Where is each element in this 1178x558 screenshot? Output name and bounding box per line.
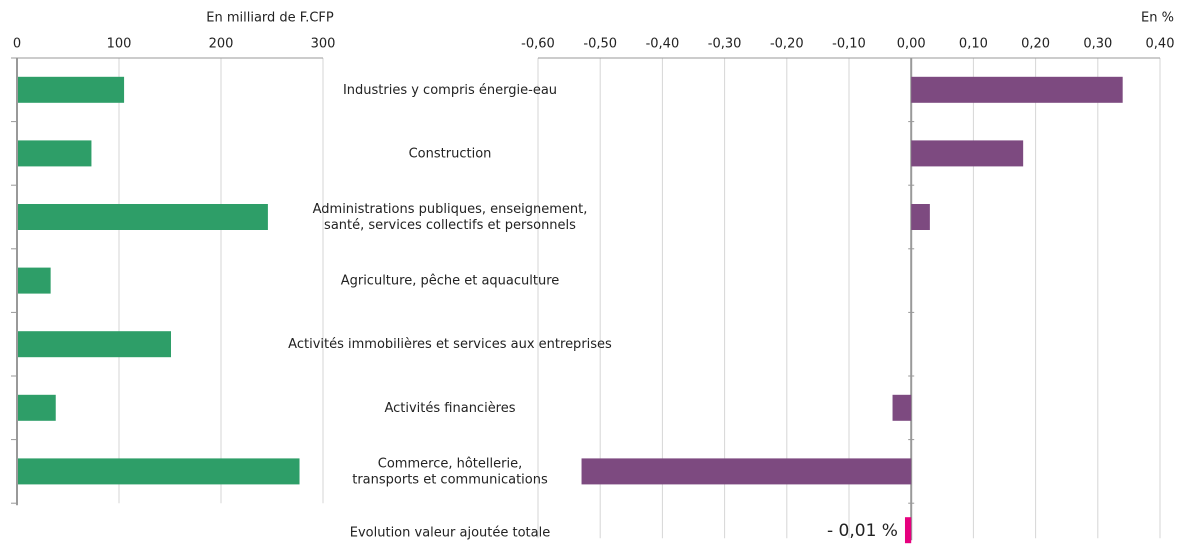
- x-tick-label: -0,20: [770, 37, 804, 52]
- category-label: Construction: [409, 146, 492, 161]
- category-line: Commerce, hôtellerie,: [378, 456, 522, 471]
- x-tick-label: 300: [311, 37, 336, 52]
- bar: [18, 458, 300, 485]
- category-label: Agriculture, pêche et aquaculture: [341, 273, 560, 288]
- bar: [581, 458, 912, 485]
- category-label: Activités financières: [384, 400, 515, 415]
- category-line: santé, services collectifs et personnels: [324, 218, 576, 233]
- bar: [18, 331, 171, 358]
- bar: [18, 140, 92, 167]
- x-tick-label: 100: [107, 37, 132, 52]
- x-tick-label: 0,40: [1146, 37, 1175, 52]
- x-tick-label: 200: [209, 37, 234, 52]
- bar: [892, 394, 912, 421]
- bar: [18, 267, 51, 294]
- category-label: Activités immobilières et services aux e…: [288, 337, 612, 352]
- category-line: transports et communications: [352, 472, 548, 487]
- x-tick-label: -0,40: [646, 37, 680, 52]
- axis-label: En %: [1141, 11, 1174, 26]
- category-line: Administrations publiques, enseignement,: [313, 202, 588, 217]
- axis-label: En milliard de F.CFP: [206, 11, 334, 26]
- category-line: Activités financières: [384, 400, 515, 415]
- x-tick-label: 0,00: [897, 37, 926, 52]
- x-tick-label: 0,10: [959, 37, 988, 52]
- bar: [911, 140, 1024, 167]
- x-tick-label: 0,20: [1021, 37, 1050, 52]
- bar: [911, 204, 930, 230]
- x-tick-label: 0,30: [1083, 37, 1112, 52]
- bar: [911, 76, 1123, 103]
- total-label: Evolution valeur ajoutée totale: [350, 526, 550, 541]
- bar: [18, 204, 268, 230]
- category-label: Industries y compris énergie-eau: [343, 82, 557, 97]
- category-label: Commerce, hôtellerie, transports et commu…: [352, 456, 548, 487]
- total-bar: [904, 517, 912, 544]
- x-tick-label: -0,10: [832, 37, 866, 52]
- bar: [18, 394, 56, 421]
- category-line: Industries y compris énergie-eau: [343, 82, 557, 97]
- category-line: Activités immobilières et services aux e…: [288, 337, 612, 352]
- category-label: Administrations publiques, enseignement,…: [313, 202, 588, 233]
- category-line: Agriculture, pêche et aquaculture: [341, 273, 560, 288]
- x-tick-label: 0: [13, 37, 21, 52]
- x-tick-label: -0,30: [708, 37, 742, 52]
- bar: [18, 76, 125, 103]
- category-line: Construction: [409, 146, 492, 161]
- x-tick-label: -0,60: [521, 37, 555, 52]
- total-value-label: - 0,01 %: [827, 521, 898, 541]
- x-tick-label: -0,50: [583, 37, 617, 52]
